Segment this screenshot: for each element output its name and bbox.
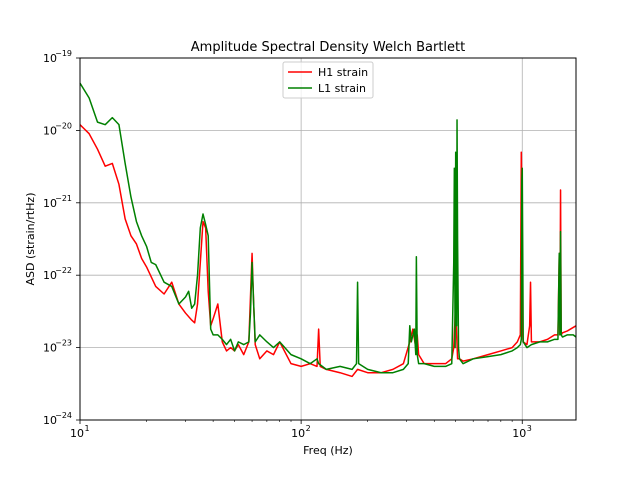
y-tick-label: 10 (43, 197, 57, 210)
plot-frame (79, 57, 577, 421)
x-axis-ticks: 10 1 10 2 10 3 (70, 420, 532, 440)
x-tick-label: 10 (70, 427, 84, 440)
y-tick-exponent: −23 (55, 339, 72, 348)
y-tick-label: 10 (43, 269, 57, 282)
legend: H1 strain L1 strain (282, 61, 374, 99)
x-tick-exponent: 2 (306, 424, 311, 433)
y-tick-label: 10 (43, 414, 57, 427)
chart-title: Amplitude Spectral Density Welch Bartlet… (191, 40, 465, 55)
series-line-l1-strain (79, 82, 577, 374)
x-axis-label: Freq (Hz) (303, 444, 353, 457)
y-tick-exponent: −24 (55, 411, 72, 420)
legend-label-h1: H1 strain (318, 66, 368, 79)
y-tick-exponent: −21 (55, 194, 72, 203)
series-layer (79, 82, 577, 378)
y-tick-label: 10 (43, 124, 57, 137)
x-tick-label: 10 (291, 427, 305, 440)
y-tick-exponent: −20 (55, 121, 72, 130)
x-tick-label: 10 (512, 427, 526, 440)
x-tick-exponent: 1 (84, 424, 89, 433)
y-tick-exponent: −19 (55, 49, 72, 58)
legend-label-l1: L1 strain (318, 82, 366, 95)
y-tick-label: 10 (43, 52, 57, 65)
y-tick-label: 10 (43, 342, 57, 355)
y-axis-label: ASD (strain/rtHz) (24, 193, 37, 286)
y-tick-exponent: −22 (55, 266, 72, 275)
x-tick-exponent: 3 (527, 424, 532, 433)
legend-box (282, 61, 374, 99)
